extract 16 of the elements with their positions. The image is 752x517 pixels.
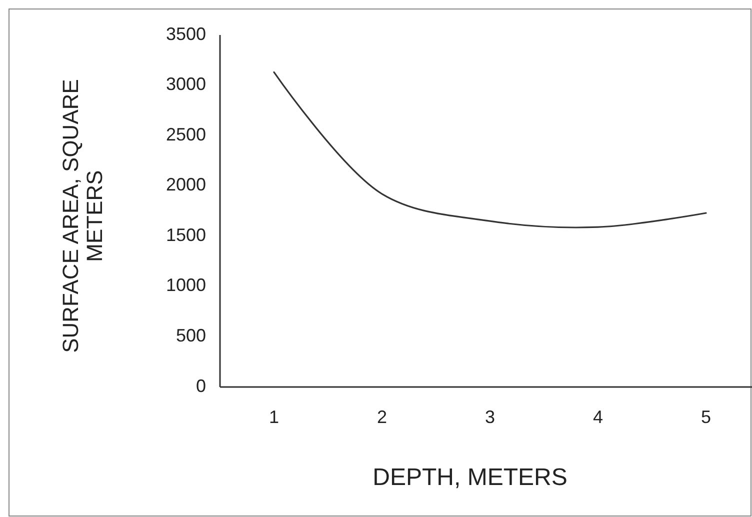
x-tick-label: 4 <box>592 407 604 427</box>
y-tick-label: 2500 <box>166 124 206 144</box>
y-tick-label: 3000 <box>166 74 206 94</box>
y-tick-label: 1500 <box>166 224 206 245</box>
y-tick-label: 500 <box>176 325 206 346</box>
y-axis-title: SURFACE AREA, SQUARE METERS <box>58 79 107 353</box>
y-tick-label: 0 <box>196 376 206 396</box>
x-tick-label: 1 <box>268 407 280 427</box>
y-tick-label: 2000 <box>166 174 206 195</box>
x-tick-label: 2 <box>376 407 388 427</box>
x-tick-label: 5 <box>700 407 712 427</box>
y-tick-label: 3500 <box>166 24 206 44</box>
line-series <box>273 71 707 228</box>
y-tick-label: 1000 <box>166 275 206 296</box>
x-axis-title: DEPTH, METERS <box>372 464 568 491</box>
x-tick-label: 3 <box>484 407 496 427</box>
